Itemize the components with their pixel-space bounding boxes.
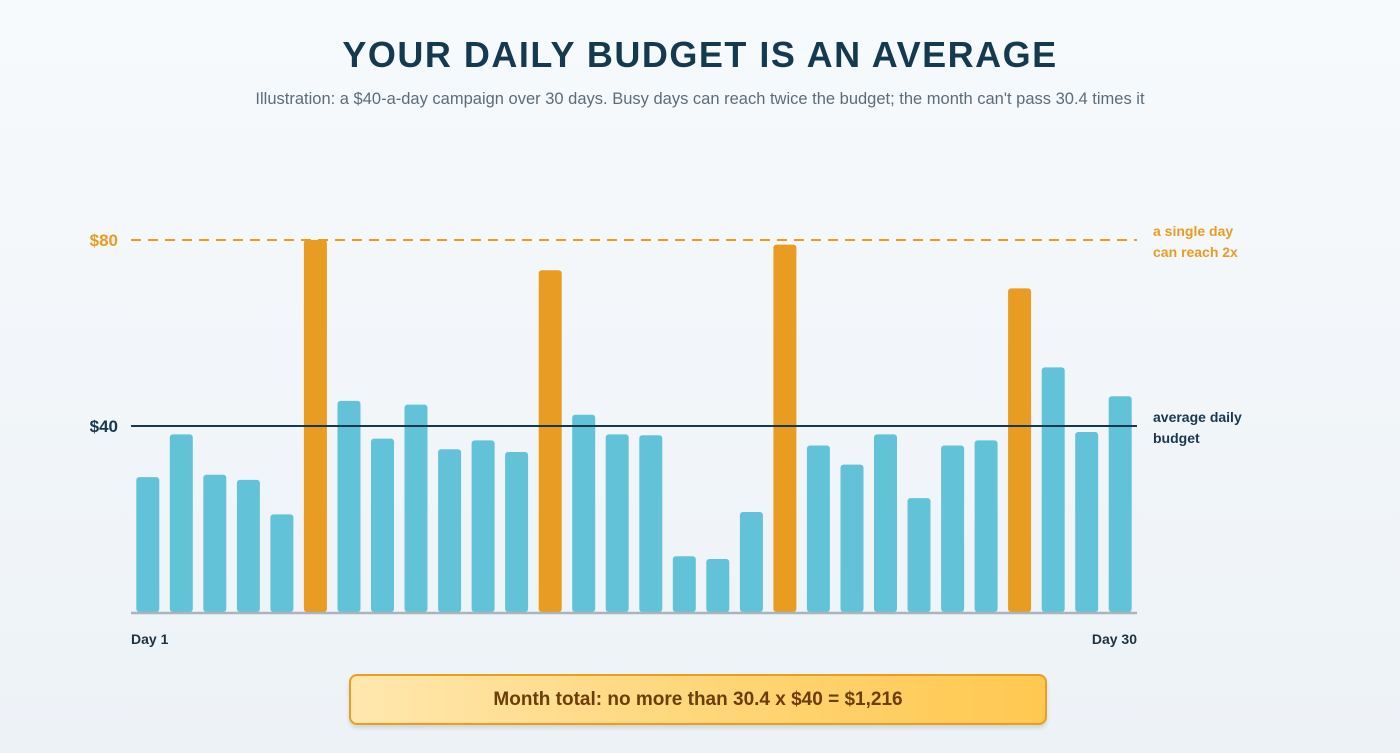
bar-day-28 [1041, 367, 1065, 612]
bar-day-20 [773, 244, 797, 612]
bar-day-26 [974, 440, 998, 612]
bar-day-8 [371, 438, 394, 612]
month-total-callout: Month total: no more than 30.4 x $40 = $… [349, 674, 1047, 725]
bar-day-14 [572, 414, 596, 612]
bar-day-12 [505, 452, 529, 612]
bar-day-9 [404, 404, 428, 612]
bar-day-4 [236, 479, 260, 612]
bar-day-27 [1008, 288, 1032, 612]
bar-day-29 [1075, 432, 1099, 612]
y-tick-label-80: $80 [90, 231, 118, 250]
month-total-text: Month total: no more than 30.4 x $40 = $… [493, 688, 903, 710]
bar-day-7 [337, 400, 361, 612]
bar-day-17 [672, 556, 696, 612]
bar-day-16 [639, 435, 663, 612]
average-annotation-line-1: average daily [1153, 409, 1242, 425]
bar-day-24 [907, 498, 931, 612]
bar-day-2 [169, 434, 193, 612]
average-annotation-line-2: budget [1153, 430, 1200, 446]
bar-day-13 [538, 270, 562, 612]
chart-title: YOUR DAILY BUDGET IS AN AVERAGE [342, 34, 1058, 75]
bar-day-22 [840, 464, 864, 612]
bar-series [136, 240, 1132, 613]
bar-day-18 [706, 559, 730, 612]
x-axis-label-first: Day 1 [131, 631, 169, 647]
bar-day-1 [136, 477, 160, 612]
bar-day-3 [203, 474, 227, 612]
bar-day-10 [438, 449, 462, 613]
x-axis-label-last: Day 30 [1092, 631, 1137, 647]
bar-day-21 [806, 445, 830, 612]
bar-day-30 [1108, 396, 1132, 612]
cap-annotation-line-1: a single day [1153, 223, 1233, 239]
bar-day-23 [874, 434, 897, 612]
y-tick-label-40: $40 [90, 417, 118, 436]
bar-day-19 [739, 512, 763, 612]
bar-day-25 [941, 445, 965, 612]
bar-day-11 [471, 440, 495, 612]
cap-annotation-line-2: can reach 2x [1153, 244, 1238, 260]
chart-subtitle: Illustration: a $40-a-day campaign over … [255, 90, 1145, 108]
bar-day-5 [270, 514, 294, 612]
bar-day-15 [605, 434, 629, 612]
